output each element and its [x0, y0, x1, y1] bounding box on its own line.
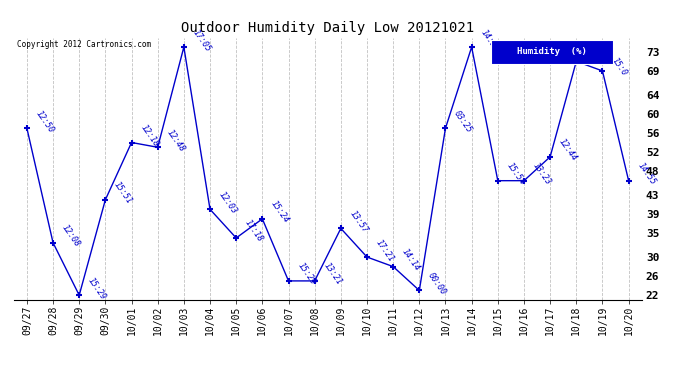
Text: 00:00: 00:00: [426, 271, 448, 297]
Text: 15:29: 15:29: [86, 276, 108, 302]
Text: 12:08: 12:08: [60, 223, 81, 249]
Text: 17:18: 17:18: [243, 219, 265, 244]
Text: 15:29: 15:29: [295, 261, 317, 287]
Title: Outdoor Humidity Daily Low 20121021: Outdoor Humidity Daily Low 20121021: [181, 21, 474, 35]
Text: 17:21: 17:21: [374, 238, 395, 263]
Text: 15:51: 15:51: [112, 180, 134, 206]
Text: 12:03: 12:03: [217, 190, 239, 216]
Text: 12:50: 12:50: [34, 109, 55, 134]
Text: 14:25: 14:25: [479, 28, 500, 53]
Text: 15:54: 15:54: [505, 161, 526, 187]
Text: 12:44: 12:44: [557, 137, 579, 163]
Text: 14:14: 14:14: [400, 247, 422, 273]
Text: 15:0: 15:0: [609, 56, 628, 77]
Text: 17:: 17:: [583, 50, 599, 68]
Text: Copyright 2012 Cartronics.com: Copyright 2012 Cartronics.com: [17, 40, 151, 49]
Text: 14:55: 14:55: [635, 161, 658, 187]
Text: 15:24: 15:24: [269, 200, 291, 225]
Text: 13:57: 13:57: [348, 209, 369, 235]
Text: 13:23: 13:23: [531, 161, 553, 187]
Text: 03:25: 03:25: [453, 109, 474, 134]
Text: 12:48: 12:48: [165, 128, 186, 153]
Text: 17:05: 17:05: [191, 28, 213, 53]
Text: 12:18: 12:18: [139, 123, 160, 148]
Text: 13:21: 13:21: [322, 261, 344, 287]
